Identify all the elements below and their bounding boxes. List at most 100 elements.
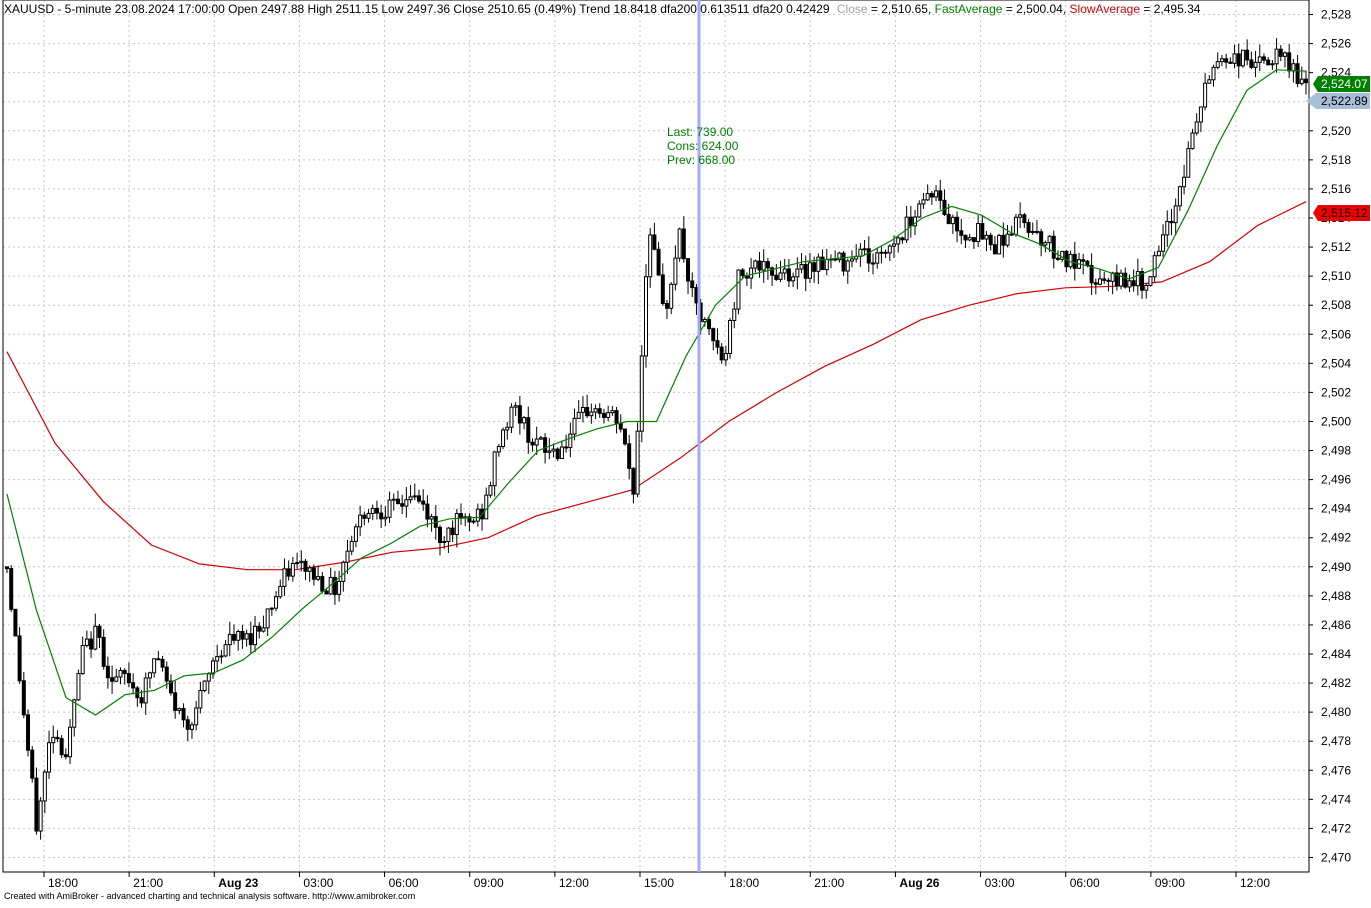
candle-body (34, 777, 39, 832)
candle-body (210, 660, 215, 675)
candle-body (198, 690, 203, 709)
candle-body (997, 234, 1002, 255)
plot-frame (2, 0, 1310, 873)
candle-body (795, 268, 800, 278)
candle-body (1240, 49, 1245, 67)
candle-body (173, 692, 178, 711)
candle-body (1249, 59, 1254, 68)
candle-body (980, 223, 985, 240)
candle-body (505, 426, 510, 431)
candle-body (1114, 272, 1119, 287)
x-tick-label: 21:00 (814, 876, 844, 890)
candle-body (984, 234, 989, 240)
candle-body (976, 223, 981, 243)
candle-body (648, 234, 653, 278)
candle-body (538, 437, 543, 440)
y-tick-label: 2,494 (1321, 502, 1351, 516)
candle-body (341, 561, 346, 582)
candle-body (299, 560, 304, 564)
candle-body (1173, 205, 1178, 224)
candle-body (492, 451, 497, 487)
candle-body (1013, 216, 1018, 235)
candle-body (332, 576, 337, 595)
candle-body (253, 625, 258, 646)
candle-body (501, 429, 506, 448)
slow-price-tag: 2,515.12 (1313, 205, 1370, 221)
candle-body (5, 566, 9, 570)
x-tick-label: 18:00 (729, 876, 759, 890)
slow-average-line (6, 201, 1307, 571)
candle-body (761, 261, 766, 271)
candle-body (484, 494, 489, 520)
candle-body (370, 507, 375, 514)
candle-body (1177, 186, 1182, 207)
candle-body (1060, 250, 1065, 260)
candle-body (719, 346, 724, 361)
y-tick-label: 2,488 (1321, 589, 1351, 603)
candle-body (942, 199, 947, 215)
candle-body (610, 410, 615, 414)
slow-legend-value: = 2,495.34 (1143, 2, 1200, 16)
candle-body (963, 234, 968, 241)
candle-body (643, 276, 648, 357)
candle-body (547, 450, 552, 453)
candle-body (143, 677, 148, 704)
annotation-prev: Prev: 668.00 (667, 153, 735, 167)
candle-body (845, 260, 850, 272)
candle-body (572, 417, 577, 435)
candle-body (1299, 78, 1304, 85)
candle-body (694, 287, 699, 304)
candle-body (669, 283, 674, 309)
candle-body (286, 568, 291, 577)
candle-body (707, 318, 712, 330)
x-tick-label: 21:00 (133, 876, 163, 890)
candle-body (215, 656, 220, 662)
slow-price-tag-bg (1313, 205, 1370, 221)
candle-body (934, 190, 939, 198)
candle-body (660, 274, 665, 305)
candle-body (131, 682, 136, 689)
candle-body (568, 433, 573, 449)
close-price-tag-bg (1306, 93, 1370, 109)
candle-body (446, 527, 451, 542)
candle-body (908, 216, 913, 227)
y-tick-label: 2,472 (1321, 821, 1351, 835)
candle-body (1152, 255, 1157, 278)
y-tick-label: 2,484 (1321, 647, 1351, 661)
candle-body (47, 742, 52, 773)
candle-body (202, 680, 207, 692)
x-tick-label: 06:00 (389, 876, 419, 890)
candle-body (412, 495, 417, 498)
candle-body (778, 272, 783, 280)
candle-body (753, 260, 758, 269)
candle-body (656, 248, 661, 276)
candle-body (324, 590, 329, 595)
candle-body (1081, 259, 1086, 262)
candle-body (1009, 233, 1014, 236)
candle-body (732, 308, 737, 322)
candle-body (1085, 260, 1090, 266)
candle-body (517, 405, 522, 424)
fast-price-tag-bg (1313, 76, 1370, 92)
candle-body (1093, 282, 1098, 285)
candle-body (564, 446, 569, 449)
candle-body (105, 665, 110, 679)
candle-body (749, 267, 754, 279)
candle-body (1102, 278, 1107, 281)
candle-body (677, 228, 682, 259)
candle-body (715, 340, 720, 348)
candle-body (1030, 230, 1035, 233)
candle-body (1022, 214, 1027, 224)
candle-body (711, 328, 716, 342)
candle-body (475, 508, 480, 522)
y-tick-label: 2,486 (1321, 618, 1351, 632)
candle-body (387, 499, 392, 518)
candle-body (139, 697, 144, 704)
slow-legend-label: SlowAverage (1070, 2, 1141, 16)
candle-body (126, 673, 131, 684)
candle-body (1039, 231, 1044, 246)
candle-body (543, 437, 548, 453)
candle-body (374, 507, 379, 514)
